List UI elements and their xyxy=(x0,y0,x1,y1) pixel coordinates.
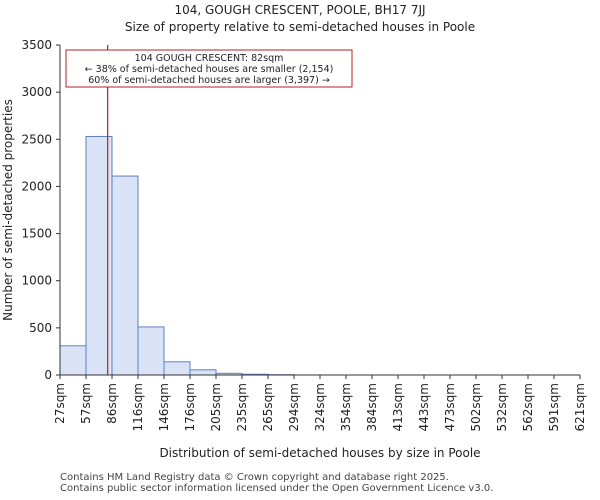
x-tick-label: 354sqm xyxy=(339,383,353,431)
x-tick-label: 621sqm xyxy=(573,383,587,431)
x-axis-label: Distribution of semi-detached houses by … xyxy=(159,446,480,460)
x-tick-label: 27sqm xyxy=(53,383,67,424)
x-tick-label: 413sqm xyxy=(391,383,405,431)
x-tick-label: 591sqm xyxy=(547,383,561,431)
y-tick-label: 500 xyxy=(29,321,52,335)
y-tick-label: 2500 xyxy=(21,132,52,146)
y-tick-label: 3500 xyxy=(21,38,52,52)
x-tick-label: 473sqm xyxy=(443,383,457,431)
x-tick-label: 294sqm xyxy=(287,383,301,431)
x-tick-label: 384sqm xyxy=(365,383,379,431)
y-tick-label: 3000 xyxy=(21,85,52,99)
x-tick-label: 176sqm xyxy=(183,383,197,431)
y-tick-label: 1500 xyxy=(21,227,52,241)
bar-27sqm xyxy=(59,345,87,376)
y-tick-label: 2000 xyxy=(21,179,52,193)
histogram-chart: Distribution of semi-detached houses by … xyxy=(1,38,587,460)
annotation-line-3: 60% of semi-detached houses are larger (… xyxy=(88,75,330,86)
y-tick-label: 1000 xyxy=(21,274,52,288)
x-tick-label: 235sqm xyxy=(235,383,249,431)
x-tick-label: 443sqm xyxy=(417,383,431,431)
chart-subtitle: Size of property relative to semi-detach… xyxy=(124,20,476,34)
footer-line-2: Contains public sector information licen… xyxy=(60,483,494,494)
x-tick-label: 205sqm xyxy=(209,383,223,431)
footer-line-1: Contains HM Land Registry data © Crown c… xyxy=(60,472,449,483)
x-tick-label: 532sqm xyxy=(495,383,509,431)
annotation-line-2: ← 38% of semi-detached houses are smalle… xyxy=(85,64,334,75)
x-tick-label: 562sqm xyxy=(521,383,535,431)
y-tick-label: 0 xyxy=(44,368,52,382)
annotation-line-1: 104 GOUGH CRESCENT: 82sqm xyxy=(135,53,284,64)
bar-86sqm xyxy=(111,175,139,376)
chart-title: 104, GOUGH CRESCENT, POOLE, BH17 7JJ xyxy=(174,3,426,17)
bar-116sqm xyxy=(137,326,165,376)
bar-176sqm xyxy=(189,369,217,376)
x-tick-label: 265sqm xyxy=(261,383,275,431)
annotation-box xyxy=(65,49,353,88)
x-tick-label: 57sqm xyxy=(79,383,93,424)
x-tick-label: 86sqm xyxy=(105,383,119,424)
y-axis-label: Number of semi-detached properties xyxy=(1,99,15,321)
x-tick-label: 146sqm xyxy=(157,383,171,431)
x-tick-label: 324sqm xyxy=(313,383,327,431)
bar-146sqm xyxy=(163,361,191,376)
x-tick-label: 116sqm xyxy=(131,383,145,431)
x-tick-label: 502sqm xyxy=(469,383,483,431)
